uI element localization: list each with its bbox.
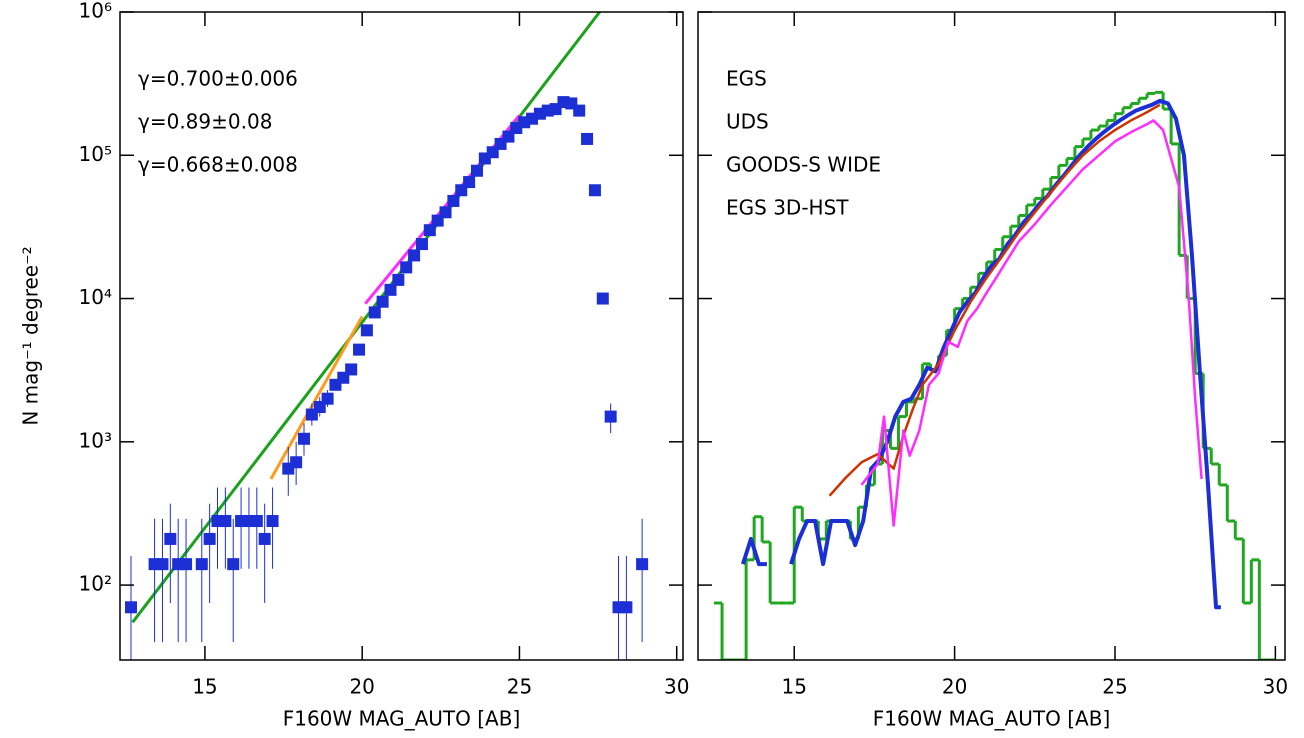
data-point <box>258 532 271 545</box>
series-line <box>860 119 1203 527</box>
x-tick-label: 30 <box>1263 675 1288 699</box>
plot-area <box>125 12 649 660</box>
legend-entry: UDS <box>726 110 769 134</box>
data-point <box>250 515 263 528</box>
data-point <box>620 601 633 614</box>
x-tick-label: 15 <box>782 675 807 699</box>
data-point <box>321 392 334 405</box>
y-tick-label: 10² <box>79 572 112 596</box>
data-point <box>156 558 169 571</box>
data-point <box>423 224 436 237</box>
plot-area <box>714 90 1276 660</box>
x-tick-label: 20 <box>349 675 374 699</box>
data-point <box>376 295 389 308</box>
annotation: γ=0.668±0.008 <box>138 153 298 177</box>
data-point <box>360 324 373 337</box>
data-point <box>510 122 523 135</box>
data-point <box>392 273 405 286</box>
y-tick-label: 10⁶ <box>79 0 112 23</box>
data-point <box>180 558 193 571</box>
legend-entry: EGS 3D-HST <box>726 196 849 220</box>
plot-frame <box>697 11 1286 661</box>
legend-entry: EGS <box>726 67 767 91</box>
annotation: γ=0.700±0.006 <box>138 67 298 91</box>
data-point <box>353 343 366 356</box>
data-point <box>447 194 460 207</box>
data-point <box>596 292 609 305</box>
data-point <box>345 363 358 376</box>
fit-line <box>131 12 601 624</box>
data-point <box>219 515 232 528</box>
data-point <box>195 558 208 571</box>
x-tick-label: 30 <box>664 675 689 699</box>
data-point <box>439 206 452 219</box>
x-axis-label: F160W MAG_AUTO [AB] <box>873 707 1111 731</box>
data-point <box>415 238 428 251</box>
data-point <box>297 432 310 445</box>
data-point <box>636 558 649 571</box>
data-point <box>290 456 303 469</box>
data-point <box>125 601 138 614</box>
data-point <box>573 104 586 117</box>
annotation: γ=0.89±0.08 <box>138 110 272 134</box>
data-point <box>266 515 279 528</box>
series-line <box>741 536 767 567</box>
data-point <box>203 532 216 545</box>
data-point <box>400 261 413 274</box>
y-tick-label: 10⁵ <box>79 142 112 166</box>
y-tick-label: 10⁴ <box>79 285 112 309</box>
y-tick-label: 10³ <box>79 428 112 452</box>
x-tick-label: 15 <box>192 675 217 699</box>
data-point <box>463 176 476 189</box>
x-axis-label: F160W MAG_AUTO [AB] <box>283 707 521 731</box>
x-tick-label: 20 <box>942 675 967 699</box>
data-point <box>384 283 397 296</box>
plot-frame <box>119 11 684 661</box>
data-point <box>408 249 421 262</box>
data-point <box>518 116 531 129</box>
data-point <box>588 184 601 197</box>
data-point <box>164 532 177 545</box>
data-point <box>581 132 594 145</box>
legend-entry: GOODS-S WIDE <box>726 153 881 177</box>
data-point <box>227 558 240 571</box>
y-axis-label: N mag⁻¹ degree⁻² <box>19 246 43 425</box>
data-point <box>470 164 483 177</box>
x-tick-label: 25 <box>1102 675 1127 699</box>
x-tick-label: 25 <box>507 675 532 699</box>
series-line <box>789 98 1221 610</box>
data-point <box>368 306 381 319</box>
data-point <box>604 410 617 423</box>
fit-line <box>269 315 364 480</box>
